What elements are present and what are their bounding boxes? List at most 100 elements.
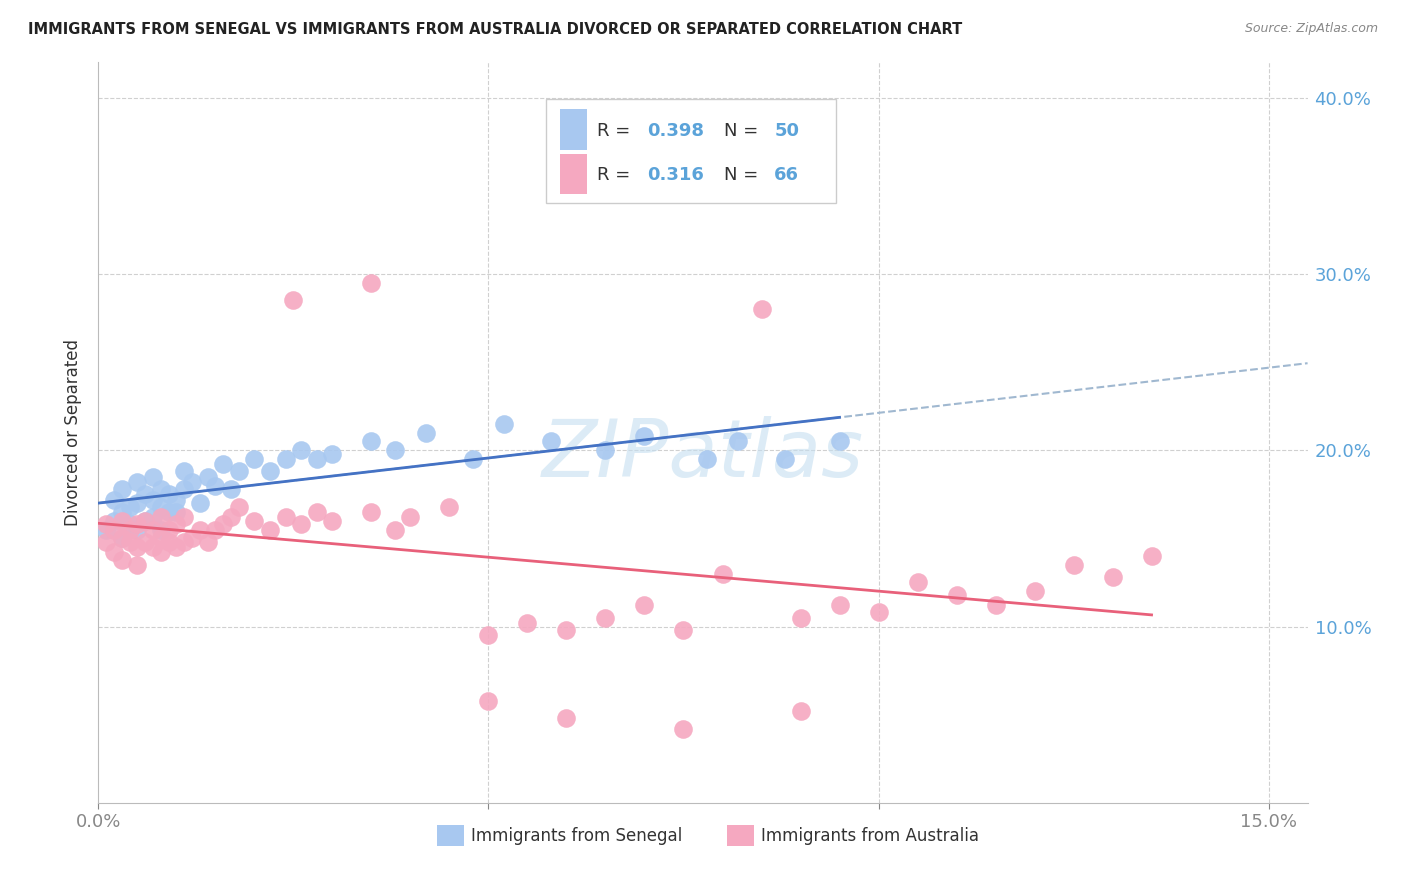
Point (399, 510, 422, 524)
Point (134, 487, 156, 501)
Point (516, 615, 538, 630)
Point (228, 500, 250, 514)
Point (149, 545, 172, 559)
Point (96, 517, 118, 532)
Point (907, 575, 929, 590)
Point (360, 434, 382, 449)
Point (173, 535, 195, 549)
Point (181, 475, 204, 489)
Text: 0.316: 0.316 (647, 166, 704, 184)
Point (127, 475, 149, 489)
Point (290, 443, 312, 458)
Point (439, 500, 461, 514)
Point (321, 447, 343, 461)
Point (204, 478, 226, 492)
Point (103, 492, 125, 507)
Point (1140, 549, 1163, 563)
Point (212, 458, 235, 472)
Text: 0.398: 0.398 (647, 121, 704, 139)
Point (111, 532, 134, 546)
Point (142, 510, 165, 524)
Point (149, 532, 172, 546)
Point (360, 505, 382, 519)
Bar (561, 153, 586, 194)
Point (540, 434, 562, 449)
Text: N =: N = (724, 121, 763, 139)
Point (149, 500, 172, 514)
Text: 50: 50 (775, 121, 800, 139)
Point (157, 535, 180, 549)
Text: N =: N = (724, 166, 763, 184)
Point (751, 302, 773, 317)
Point (134, 535, 156, 549)
Point (103, 523, 125, 537)
Point (134, 514, 156, 528)
Point (461, 452, 484, 467)
Point (672, 623, 695, 637)
Point (118, 535, 141, 549)
Point (127, 523, 149, 537)
Point (259, 464, 281, 478)
Point (111, 505, 134, 519)
Point (868, 606, 890, 620)
Point (477, 693, 499, 707)
Point (384, 523, 406, 537)
Point (243, 514, 266, 528)
Text: IMMIGRANTS FROM SENEGAL VS IMMIGRANTS FROM AUSTRALIA DIVORCED OR SEPARATED CORRE: IMMIGRANTS FROM SENEGAL VS IMMIGRANTS FR… (28, 22, 962, 37)
Point (828, 434, 851, 449)
Point (127, 517, 149, 532)
Point (165, 540, 187, 554)
Point (555, 623, 578, 637)
Point (165, 505, 187, 519)
Point (360, 276, 382, 290)
Point (274, 452, 297, 467)
Point (142, 540, 165, 554)
Point (477, 628, 499, 642)
Point (219, 482, 242, 496)
FancyBboxPatch shape (546, 99, 837, 203)
Point (984, 599, 1007, 613)
Point (118, 523, 141, 537)
Point (188, 496, 211, 510)
Point (1063, 558, 1085, 572)
Point (727, 434, 749, 449)
Text: 66: 66 (775, 166, 800, 184)
Point (157, 523, 180, 537)
Point (321, 514, 343, 528)
Point (773, 452, 796, 467)
Point (149, 510, 172, 524)
Point (711, 566, 734, 581)
Point (127, 540, 149, 554)
Point (595, 610, 617, 624)
Point (555, 711, 578, 725)
Point (181, 532, 204, 546)
Y-axis label: Divorced or Separated: Divorced or Separated (65, 339, 83, 526)
Point (243, 452, 266, 467)
Point (1024, 584, 1046, 599)
Point (111, 514, 134, 528)
Text: R =: R = (596, 121, 636, 139)
Point (111, 482, 134, 496)
Point (283, 293, 305, 308)
Point (305, 452, 328, 467)
Point (415, 425, 437, 440)
Point (945, 588, 967, 602)
Point (494, 417, 516, 431)
Point (672, 722, 695, 736)
Text: Source: ZipAtlas.com: Source: ZipAtlas.com (1244, 22, 1378, 36)
Point (204, 523, 226, 537)
Point (142, 492, 165, 507)
Point (197, 535, 219, 549)
Point (212, 517, 235, 532)
Point (828, 599, 851, 613)
Point (149, 523, 172, 537)
Point (118, 500, 141, 514)
Point (149, 482, 172, 496)
Text: Immigrants from Senegal: Immigrants from Senegal (471, 827, 682, 845)
Point (142, 523, 165, 537)
Point (188, 523, 211, 537)
Point (111, 552, 134, 566)
Point (219, 510, 242, 524)
Point (696, 452, 718, 467)
Point (127, 558, 149, 572)
